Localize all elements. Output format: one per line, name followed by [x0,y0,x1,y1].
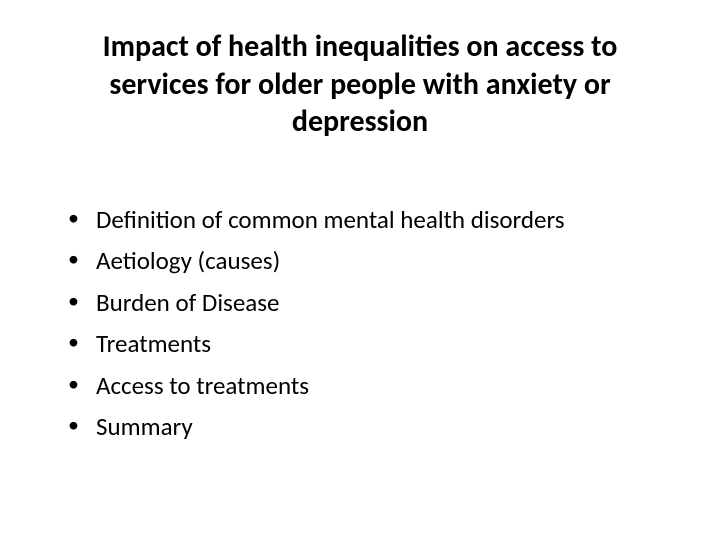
list-item: Burden of Disease [68,284,672,322]
list-item: Definition of common mental health disor… [68,201,672,239]
list-item: Treatments [68,325,672,363]
slide-title: Impact of health inequalities on access … [48,28,672,141]
list-item: Access to treatments [68,367,672,405]
list-item: Summary [68,408,672,446]
bullet-list: Definition of common mental health disor… [48,201,672,446]
slide-container: Impact of health inequalities on access … [0,0,720,540]
list-item: Aetiology (causes) [68,242,672,280]
